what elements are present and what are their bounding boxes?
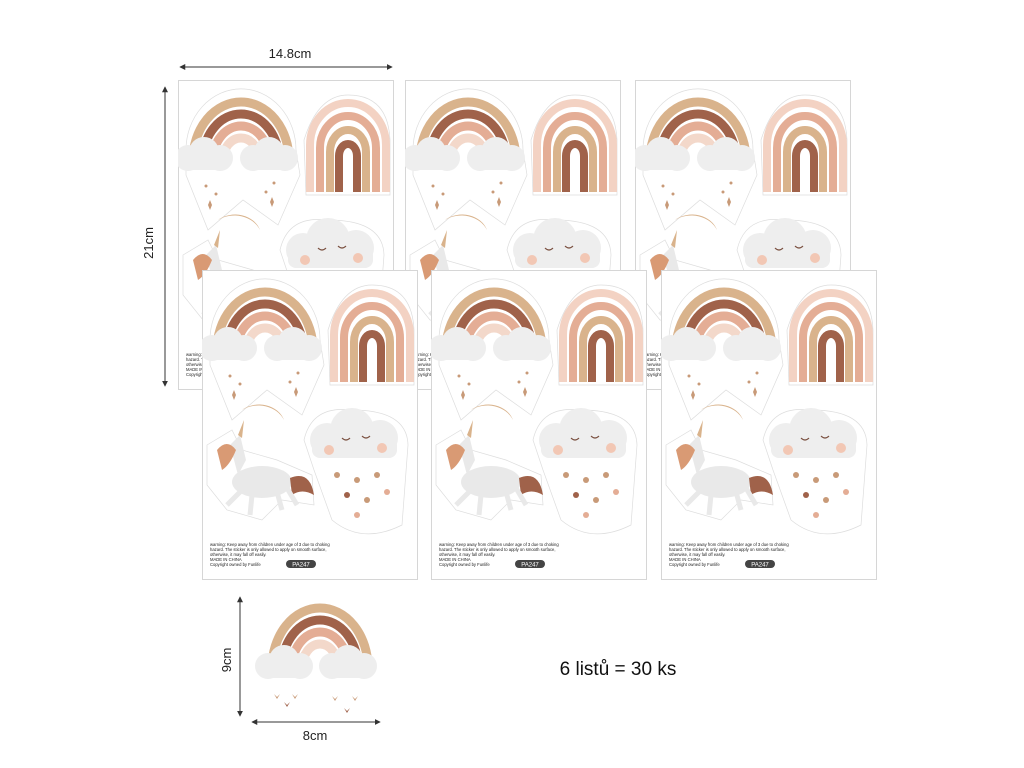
code-badge [745, 560, 775, 568]
sheet-origin: MADE IN CHINA [413, 367, 445, 372]
sheet-code: PA247 [751, 563, 769, 569]
sheet-height: 21cm [141, 227, 156, 259]
sticker-sheet: warning: Keep away from children under a… [199, 271, 418, 580]
sheet-code: PA247 [292, 563, 310, 569]
sheets: warning: Keep away from children under a… [175, 81, 877, 580]
sheet-notes: warning: Keep away from children under a… [439, 542, 559, 567]
sheet-warning: warning: Keep away from children under a… [669, 542, 789, 557]
sheet-origin: MADE IN CHINA [643, 367, 675, 372]
sheet-code: PA247 [521, 563, 539, 569]
summary: 6 listů = 30 ks [560, 659, 677, 680]
sheet-notes: warning: Keep away from children under a… [210, 542, 330, 567]
sheet-artwork [199, 271, 418, 580]
sheet-warning: warning: Keep away from children under a… [210, 542, 330, 557]
sheet-origin: MADE IN CHINA [439, 557, 471, 562]
sheet-origin: MADE IN CHINA [210, 557, 242, 562]
sticker-sheet: warning: Keep away from children under a… [428, 271, 647, 580]
sheet-artwork [658, 271, 877, 580]
sheet-notes: warning: Keep away from children under a… [669, 542, 789, 567]
code-badge [286, 560, 316, 568]
sheet-width: 14.8cm [269, 46, 312, 61]
sheet-origin: MADE IN CHINA [669, 557, 701, 562]
sticker-height: 9cm [219, 648, 234, 673]
sheet-copyright: Copyright owned by Funlife [669, 562, 720, 567]
sample-sticker [255, 603, 377, 713]
code-badge [515, 560, 545, 568]
sticker-sheet: warning: Keep away from children under a… [658, 271, 877, 580]
sheet-copyright: Copyright owned by Funlife [210, 562, 261, 567]
sheet-origin: MADE IN CHINA [186, 367, 218, 372]
sheet-warning: warning: Keep away from children under a… [439, 542, 559, 557]
sheet-artwork [428, 271, 647, 580]
sticker-width: 8cm [303, 728, 328, 743]
sheet-copyright: Copyright owned by Funlife [439, 562, 490, 567]
